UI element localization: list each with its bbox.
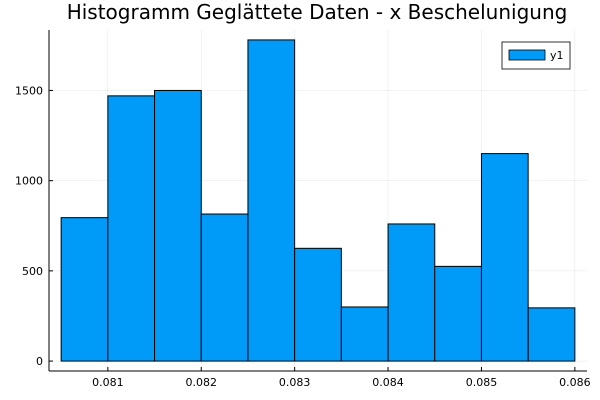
histogram-bar-2 xyxy=(154,89,202,362)
y-tick-label: 1000 xyxy=(15,175,43,188)
y-ticks-group: 0 500 1000 1500 xyxy=(15,84,53,368)
legend-label-y1: y1 xyxy=(550,49,564,62)
y-tick-label: 1500 xyxy=(15,84,43,97)
x-tick-label: 0.081 xyxy=(92,376,124,389)
x-tick-label: 0.082 xyxy=(185,376,217,389)
chart-title: Histogramm Geglättete Daten - x Beschelu… xyxy=(67,0,568,24)
histogram-bar-1 xyxy=(107,95,156,362)
legend: y1 xyxy=(501,41,571,70)
legend-swatch-y1 xyxy=(508,49,546,61)
histogram-bar-0 xyxy=(60,217,109,362)
axes-group xyxy=(48,30,587,372)
histogram-bar-9 xyxy=(480,153,529,362)
histogram-bar-5 xyxy=(294,247,342,362)
x-ticks-group: 0.081 0.082 0.083 0.084 0.085 0.086 xyxy=(92,367,591,389)
x-tick-label: 0.086 xyxy=(559,376,591,389)
histogram-bar-7 xyxy=(387,223,436,362)
histogram-bar-8 xyxy=(434,265,482,362)
histogram-bar-10 xyxy=(527,307,576,362)
x-tick-label: 0.084 xyxy=(372,376,404,389)
x-tick-label: 0.085 xyxy=(466,376,498,389)
y-tick-label: 500 xyxy=(22,265,43,278)
histogram-bar-3 xyxy=(200,213,249,362)
y-tick-label: 0 xyxy=(36,355,43,368)
x-tick-label: 0.083 xyxy=(279,376,311,389)
bars-group xyxy=(60,39,576,362)
histogram-bar-6 xyxy=(340,306,389,362)
histogram-bar-4 xyxy=(247,39,296,362)
